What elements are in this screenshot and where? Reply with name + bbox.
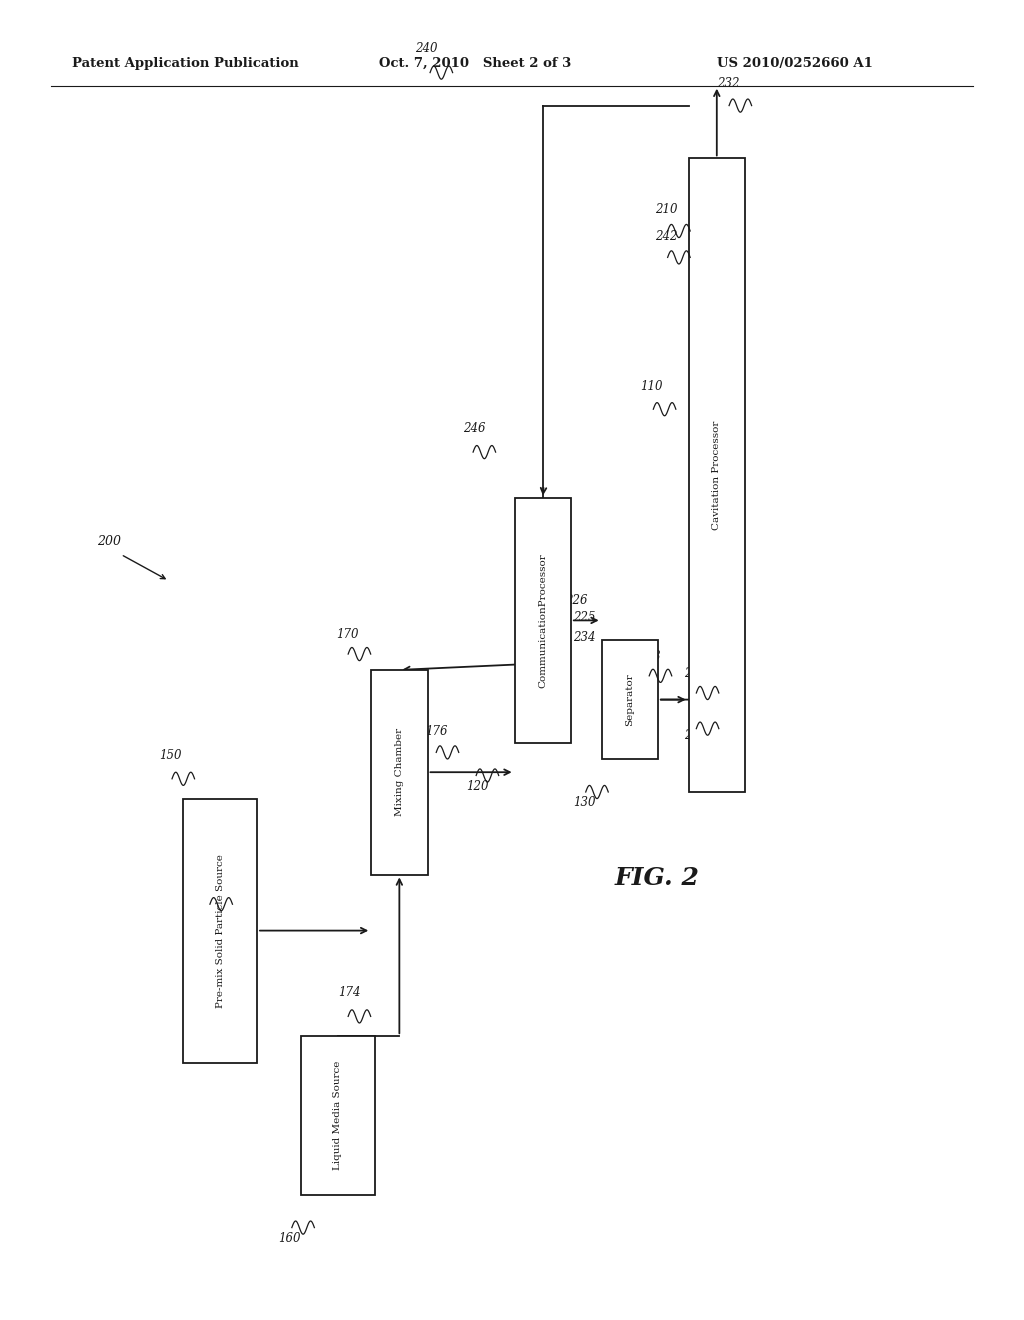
Text: Patent Application Publication: Patent Application Publication <box>72 57 298 70</box>
Text: 246: 246 <box>463 422 485 434</box>
Text: CommunicationProcessor: CommunicationProcessor <box>539 553 547 688</box>
Text: 160: 160 <box>279 1232 301 1245</box>
Text: 242: 242 <box>655 230 678 243</box>
Text: 170: 170 <box>336 628 358 642</box>
Text: Mixing Chamber: Mixing Chamber <box>395 729 403 816</box>
Text: 120: 120 <box>466 780 488 792</box>
Text: Oct. 7, 2010   Sheet 2 of 3: Oct. 7, 2010 Sheet 2 of 3 <box>379 57 571 70</box>
Text: 174: 174 <box>338 986 360 999</box>
Text: 236: 236 <box>684 667 707 680</box>
Bar <box>602 640 658 759</box>
Text: 176: 176 <box>425 725 447 738</box>
Text: 240: 240 <box>415 42 437 55</box>
Text: 210: 210 <box>655 203 678 216</box>
Text: 228: 228 <box>638 649 660 663</box>
Text: 172: 172 <box>197 878 219 891</box>
Text: Liquid Media Source: Liquid Media Source <box>334 1061 342 1170</box>
Text: US 2010/0252660 A1: US 2010/0252660 A1 <box>717 57 872 70</box>
Text: 234: 234 <box>573 631 596 644</box>
Bar <box>515 498 571 742</box>
Text: 200: 200 <box>97 535 121 548</box>
Text: FIG. 2: FIG. 2 <box>614 866 699 890</box>
Text: 150: 150 <box>159 748 181 762</box>
Text: 233: 233 <box>684 729 707 742</box>
Text: 232: 232 <box>717 77 739 90</box>
Text: Cavitation Processor: Cavitation Processor <box>713 421 721 529</box>
Text: 110: 110 <box>640 380 663 393</box>
Bar <box>371 671 428 875</box>
Text: Pre-mix Solid Particle Source: Pre-mix Solid Particle Source <box>216 854 224 1007</box>
Bar <box>183 799 257 1063</box>
Text: Separator: Separator <box>626 673 634 726</box>
Text: 225: 225 <box>573 611 596 624</box>
Text: 226: 226 <box>565 594 588 607</box>
Text: 130: 130 <box>573 796 596 809</box>
Bar <box>688 158 745 792</box>
Bar <box>301 1036 375 1195</box>
